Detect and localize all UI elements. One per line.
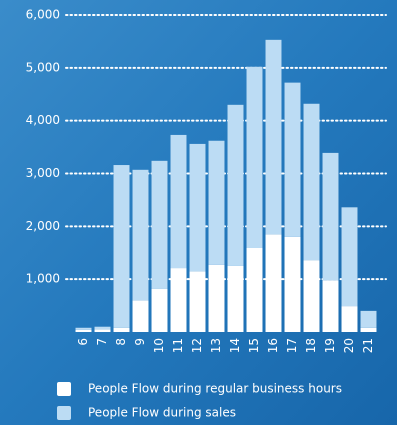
y-tick-label: 3,000 bbox=[26, 166, 60, 180]
bar-segment bbox=[360, 327, 377, 332]
y-tick-label: 2,000 bbox=[26, 219, 60, 233]
x-tick-label: 9 bbox=[133, 338, 147, 346]
y-tick-label: 5,000 bbox=[26, 60, 60, 74]
x-tick-label: 17 bbox=[285, 338, 299, 353]
bar-segment bbox=[189, 143, 206, 272]
bar-segment bbox=[208, 264, 225, 332]
bar-segment bbox=[94, 326, 111, 330]
bar-segment bbox=[208, 140, 225, 265]
bar-segment bbox=[189, 271, 206, 332]
y-tick-label: 1,000 bbox=[26, 272, 60, 286]
legend-label: People Flow during regular business hour… bbox=[88, 382, 342, 396]
bar-segment bbox=[113, 165, 130, 328]
bar-segment bbox=[246, 66, 263, 248]
bar-segment bbox=[132, 169, 149, 301]
bar-segment bbox=[284, 82, 301, 237]
x-tick-label: 8 bbox=[114, 338, 128, 346]
bar-segment bbox=[113, 327, 130, 332]
bar-segment bbox=[341, 306, 358, 332]
y-tick-label: 6,000 bbox=[26, 8, 60, 22]
bar-segment bbox=[132, 300, 149, 332]
legend-swatch bbox=[57, 382, 71, 396]
bar-segment bbox=[151, 160, 168, 289]
x-tick-label: 20 bbox=[342, 338, 356, 353]
bar-segment bbox=[170, 268, 187, 332]
bar-segment bbox=[227, 104, 244, 266]
x-tick-label: 13 bbox=[209, 338, 223, 353]
bar-segment bbox=[303, 103, 320, 261]
bar-segment bbox=[341, 207, 358, 307]
bar-segment bbox=[284, 236, 301, 332]
x-tick-label: 6 bbox=[76, 338, 90, 346]
bar-segment bbox=[303, 260, 320, 332]
legend-label: People Flow during sales bbox=[88, 406, 236, 420]
bar-segment bbox=[360, 310, 377, 328]
bar-segment bbox=[265, 234, 282, 332]
bar-segment bbox=[94, 329, 111, 332]
bar-segment bbox=[322, 280, 339, 332]
x-tick-label: 10 bbox=[152, 338, 166, 353]
bar-segment bbox=[227, 265, 244, 332]
x-tick-label: 16 bbox=[266, 338, 280, 353]
bar-segment bbox=[75, 329, 92, 332]
bar-segment bbox=[151, 288, 168, 332]
bar-segment bbox=[265, 39, 282, 235]
bar-segment bbox=[75, 327, 92, 330]
x-tick-label: 18 bbox=[304, 338, 318, 353]
x-tick-label: 11 bbox=[171, 338, 185, 353]
x-tick-label: 7 bbox=[95, 338, 109, 346]
y-tick-label: 4,000 bbox=[26, 113, 60, 127]
x-tick-label: 12 bbox=[190, 338, 204, 353]
x-tick-label: 15 bbox=[247, 338, 261, 353]
x-tick-label: 14 bbox=[228, 338, 242, 353]
legend-swatch bbox=[57, 406, 71, 420]
x-tick-label: 21 bbox=[361, 338, 375, 353]
bar-segment bbox=[246, 247, 263, 332]
bar-segment bbox=[170, 134, 187, 269]
bar-segment bbox=[322, 152, 339, 281]
x-tick-label: 19 bbox=[323, 338, 337, 353]
